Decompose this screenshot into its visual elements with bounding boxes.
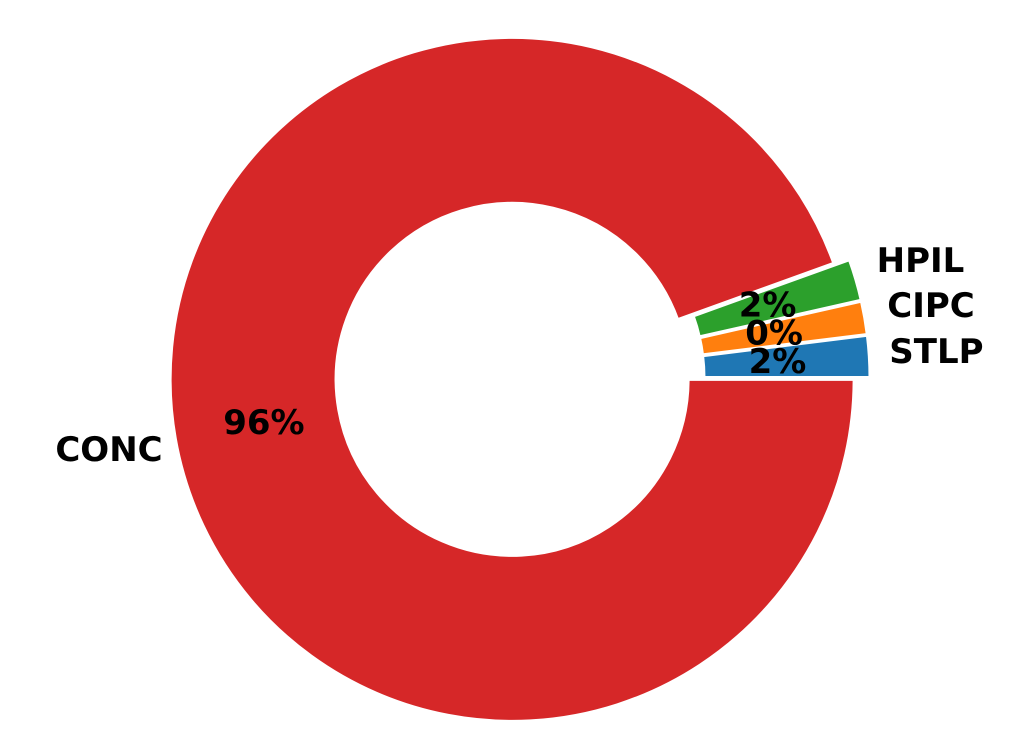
category-label-cipc: CIPC bbox=[887, 286, 974, 326]
category-label-conc: CONC bbox=[55, 430, 162, 470]
percent-label-stlp: 2% bbox=[749, 342, 807, 382]
donut-labels: STLP 2% CIPC 0% HPIL 2% CONC 96% bbox=[55, 241, 983, 470]
percent-label-cipc: 0% bbox=[745, 314, 803, 354]
slice-hpil bbox=[691, 257, 864, 339]
percent-label-conc: 96% bbox=[223, 403, 304, 443]
category-label-hpil: HPIL bbox=[877, 241, 965, 281]
percent-label-hpil: 2% bbox=[739, 286, 797, 326]
slice-conc bbox=[168, 35, 856, 723]
donut-slices bbox=[168, 35, 872, 723]
category-label-stlp: STLP bbox=[889, 332, 983, 372]
